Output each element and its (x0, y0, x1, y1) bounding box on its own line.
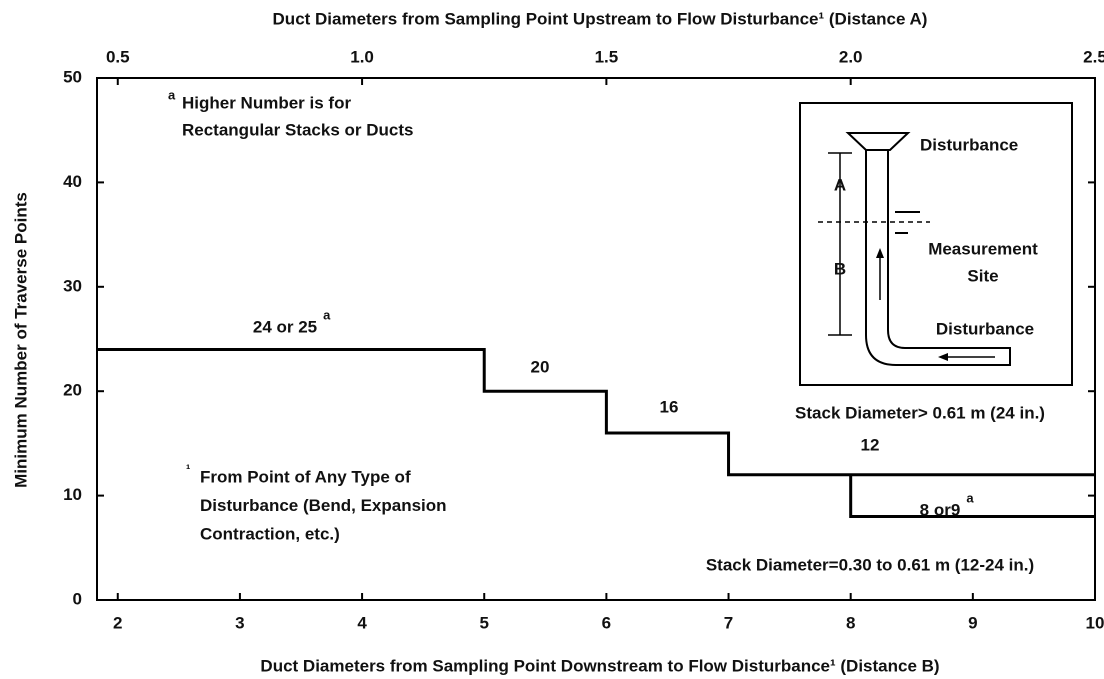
plot-frame (96, 77, 1096, 601)
inset-label: A (834, 175, 846, 194)
note-line: Higher Number is for (182, 93, 351, 112)
x-tick-label: 6 (602, 613, 611, 632)
x-axis-title: Duct Diameters from Sampling Point Downs… (260, 656, 939, 675)
x2-tick-label: 2.0 (839, 47, 863, 66)
step-line (97, 347, 1095, 477)
y-tick-label: 10 (63, 485, 82, 504)
legend-label: Stack Diameter> 0.61 m (24 in.) (795, 403, 1045, 422)
step-label: 20 (531, 357, 550, 376)
x-tick-label: 2 (113, 613, 122, 632)
y-tick-label: 0 (73, 589, 82, 608)
x-tick-label: 5 (479, 613, 488, 632)
funnel (845, 132, 911, 151)
x2-tick-label: 1.0 (350, 47, 374, 66)
top-axis-title: Duct Diameters from Sampling Point Upstr… (273, 9, 928, 28)
pipe (865, 150, 1011, 366)
inset-label: Disturbance (920, 135, 1018, 154)
note-line: Rectangular Stacks or Ducts (182, 120, 413, 139)
x-tick-label: 7 (724, 613, 733, 632)
inset-frame (799, 102, 1073, 386)
x2-tick-label: 2.5 (1083, 47, 1104, 66)
step-label: 16 (660, 397, 679, 416)
note-line: From Point of Any Type of (200, 467, 411, 486)
x-tick-label: 4 (357, 613, 367, 632)
superscript: ¹ (186, 461, 190, 476)
step-label: 24 or 25 (253, 317, 317, 336)
y-tick-label: 30 (63, 276, 82, 295)
inset-label: Site (967, 266, 998, 285)
legend-label: Stack Diameter=0.30 to 0.61 m (12-24 in.… (706, 555, 1034, 574)
x-tick-label: 10 (1086, 613, 1104, 632)
inset-label: Disturbance (936, 319, 1034, 338)
arrow-head (938, 353, 948, 361)
inset-diagram: Disturbance A B Measurement Site Disturb… (799, 102, 1073, 386)
superscript: a (168, 87, 176, 102)
inset-label: Measurement (928, 239, 1038, 258)
y-tick-label: 40 (63, 172, 82, 191)
step-label: 12 (861, 435, 880, 454)
note-line: Contraction, etc.) (200, 524, 340, 543)
y-axis-title: Minimum Number of Traverse Points (11, 192, 30, 488)
step-label: 8 or9 (920, 500, 961, 519)
y-tick-label: 20 (63, 381, 82, 400)
x-tick-label: 3 (235, 613, 244, 632)
superscript: a (323, 307, 331, 322)
inset-label: B (834, 259, 846, 278)
superscript: a (966, 490, 974, 505)
arrow-head (876, 248, 884, 258)
x2-tick-label: 1.5 (595, 47, 619, 66)
y-tick-label: 50 (63, 67, 82, 86)
step-line (849, 474, 1095, 518)
x-tick-label: 9 (968, 613, 977, 632)
x-tick-label: 8 (846, 613, 855, 632)
note-line: Disturbance (Bend, Expansion (200, 496, 447, 515)
x2-tick-label: 0.5 (106, 47, 130, 66)
